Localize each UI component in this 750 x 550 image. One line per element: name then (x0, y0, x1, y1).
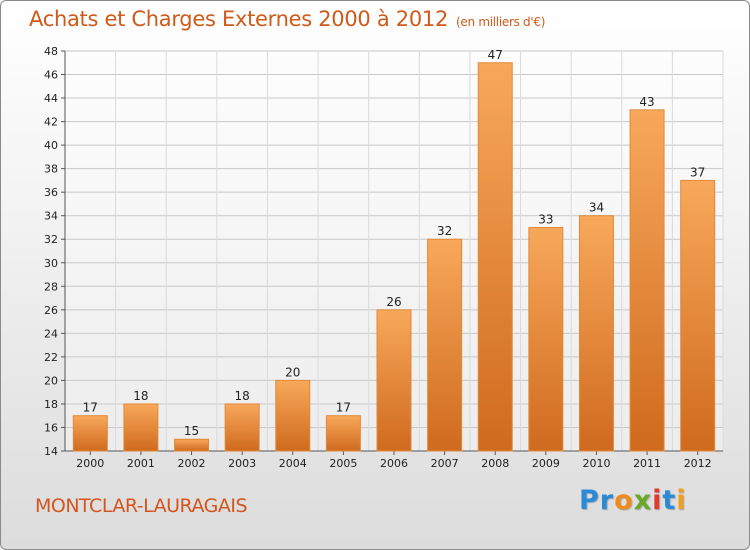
x-tick-label-2008: 2008 (481, 457, 509, 470)
bar-2003 (224, 403, 260, 452)
value-label-2007: 32 (437, 224, 452, 238)
y-tick-label: 26 (44, 304, 58, 317)
y-tick-label: 34 (44, 210, 58, 223)
y-tick-label: 32 (44, 233, 58, 246)
value-label-2008: 47 (488, 48, 503, 62)
value-label-2006: 26 (386, 295, 401, 309)
logo-letter: i (652, 485, 663, 516)
logo-letter: o (614, 485, 634, 516)
y-tick-label: 40 (44, 139, 58, 152)
x-tick-label-2002: 2002 (178, 457, 206, 470)
y-tick-label: 14 (44, 445, 58, 458)
value-label-2002: 15 (184, 424, 199, 438)
x-tick-label-2001: 2001 (127, 457, 155, 470)
logo-letter: t (662, 485, 677, 516)
value-label-2000: 17 (83, 401, 98, 415)
y-tick-label: 36 (44, 186, 58, 199)
logo-letter: r (599, 485, 615, 516)
x-tick-label-2009: 2009 (532, 457, 560, 470)
bar-2011 (629, 109, 665, 452)
y-tick-label: 18 (44, 398, 58, 411)
bar-2009 (528, 226, 564, 452)
bar-2012 (680, 179, 716, 452)
bar-2002 (174, 438, 210, 452)
logo-letter: x (633, 485, 653, 516)
y-tick-label: 44 (44, 92, 58, 105)
y-tick-label: 42 (44, 116, 58, 129)
y-tick-label: 28 (44, 280, 58, 293)
bar-2000 (72, 415, 108, 452)
bar-2005 (325, 415, 361, 452)
bar-2010 (578, 215, 614, 452)
value-label-2003: 18 (235, 389, 250, 403)
value-label-2010: 34 (589, 201, 604, 215)
y-tick-label: 48 (44, 45, 58, 58)
y-tick-label: 30 (44, 257, 58, 270)
x-tick-label-2000: 2000 (76, 457, 104, 470)
x-tick-label-2006: 2006 (380, 457, 408, 470)
y-tick-label: 46 (44, 69, 58, 82)
value-label-2004: 20 (285, 365, 300, 379)
bar-2001 (123, 403, 159, 452)
bar-2007 (427, 238, 463, 452)
y-tick-label: 38 (44, 163, 58, 176)
logo-letter: P (579, 485, 600, 516)
y-tick-label: 20 (44, 374, 58, 387)
y-tick-label: 16 (44, 421, 58, 434)
logo-letter: i (676, 485, 687, 516)
y-tick-label: 22 (44, 351, 58, 364)
x-tick-label-2010: 2010 (582, 457, 610, 470)
x-tick-label-2011: 2011 (633, 457, 661, 470)
labels: 17 2000 18 2001 15 2002 18 2003 20 2004 17 2005 26 20… (76, 48, 711, 470)
value-label-2012: 37 (690, 165, 705, 179)
value-label-2009: 33 (538, 212, 553, 226)
x-tick-label-2004: 2004 (279, 457, 307, 470)
x-tick-label-2005: 2005 (329, 457, 357, 470)
unit-label: (en milliers d'€) (456, 15, 546, 29)
value-label-2001: 18 (133, 389, 148, 403)
value-label-2005: 17 (336, 401, 351, 415)
title-text: Achats et Charges Externes 2000 à 2012 (29, 7, 449, 31)
bar-2004 (275, 379, 311, 452)
x-tick-label-2003: 2003 (228, 457, 256, 470)
bar-2006 (376, 309, 412, 452)
bars (72, 62, 716, 452)
value-label-2011: 43 (639, 95, 654, 109)
commune-name: MONTCLAR-LAURAGAIS (35, 495, 248, 517)
y-tick-label: 24 (44, 327, 58, 340)
x-tick-label-2012: 2012 (684, 457, 712, 470)
x-tick-label-2007: 2007 (431, 457, 459, 470)
bar-2008 (477, 62, 513, 452)
chart-title: Achats et Charges Externes 2000 à 2012 (e… (29, 7, 545, 31)
proxiti-logo[interactable]: Proxiti (579, 485, 687, 516)
